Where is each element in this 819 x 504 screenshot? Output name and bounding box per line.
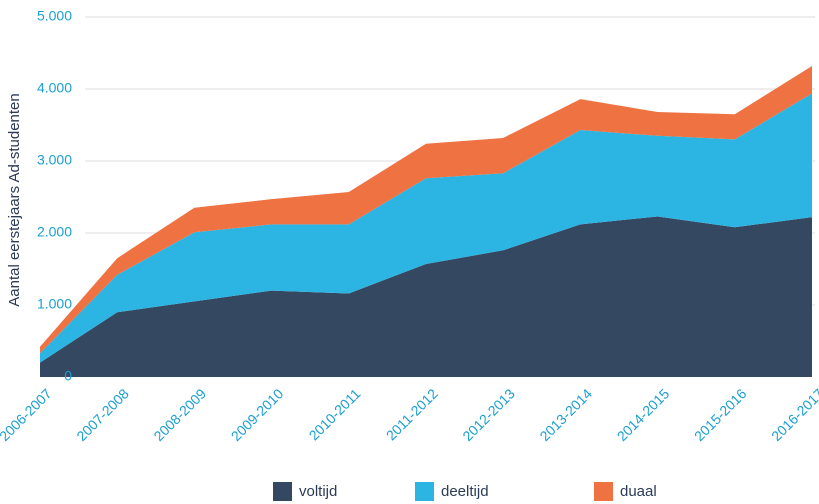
legend-label: duaal [620,483,657,500]
x-tick-label: 2008-2009 [150,385,209,444]
area [40,65,812,354]
legend-label: deeltijd [441,483,489,500]
x-tick-label: 2010-2011 [306,385,364,443]
y-tick-label: 0 [64,368,72,384]
x-tick-label: 2007-2008 [73,385,132,444]
y-tick-label: 4.000 [37,80,72,96]
y-tick-label: 2.000 [37,224,72,240]
x-tick-label: 2015-2016 [691,385,750,444]
y-tick-label: 1.000 [37,296,72,312]
x-tick-label: 2014-2015 [614,385,673,444]
legend-swatch [594,482,613,501]
x-tick-label: 2012-2013 [459,385,518,444]
legend-label: voltijd [299,483,337,500]
area [40,93,812,363]
legend-swatch [273,482,292,501]
x-tick-label: 2006-2007 [0,385,55,444]
legend-swatch [415,482,434,501]
y-tick-label: 5.000 [37,8,72,24]
x-tick-label: 2016-2017 [768,385,819,444]
x-tick-label: 2009-2010 [228,385,287,444]
x-tick-label: 2013-2014 [536,385,595,444]
y-axis-title: Aantal eerstejaars Ad-studenten [6,93,23,306]
areas [40,65,812,377]
x-tick-label: 2011-2012 [383,385,441,443]
y-tick-label: 3.000 [37,152,72,168]
area [40,216,812,377]
